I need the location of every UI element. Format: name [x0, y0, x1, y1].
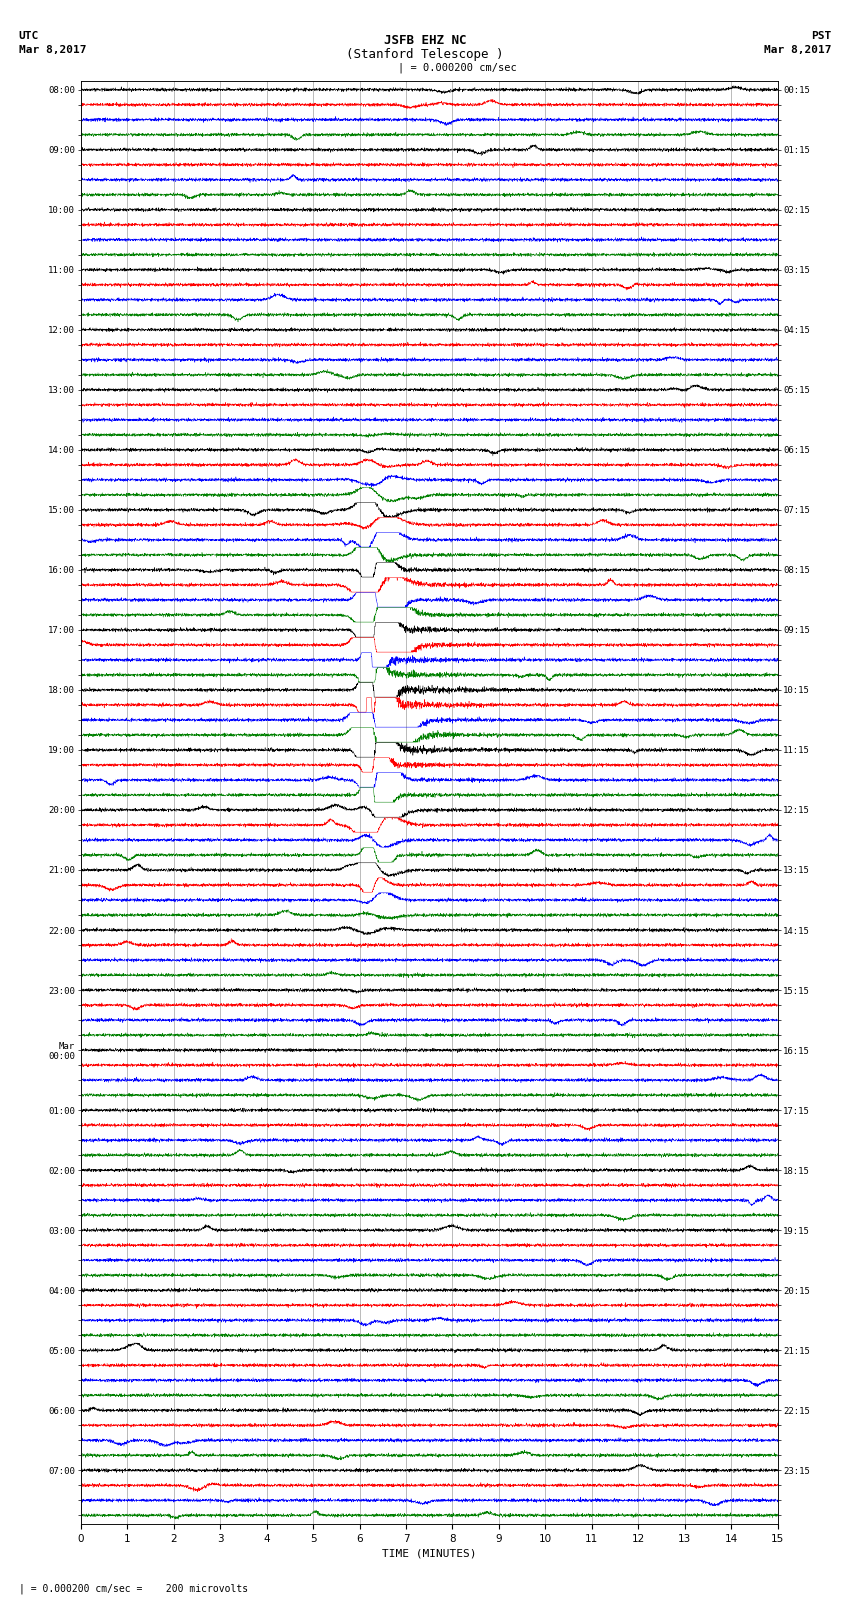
Text: Mar 8,2017: Mar 8,2017 [19, 45, 86, 55]
Text: UTC: UTC [19, 31, 39, 40]
X-axis label: TIME (MINUTES): TIME (MINUTES) [382, 1548, 477, 1558]
Text: JSFB EHZ NC: JSFB EHZ NC [383, 34, 467, 47]
Text: (Stanford Telescope ): (Stanford Telescope ) [346, 48, 504, 61]
Text: Mar 8,2017: Mar 8,2017 [764, 45, 831, 55]
Text: | = 0.000200 cm/sec =    200 microvolts: | = 0.000200 cm/sec = 200 microvolts [19, 1582, 248, 1594]
Text: | = 0.000200 cm/sec: | = 0.000200 cm/sec [398, 63, 517, 74]
Text: PST: PST [811, 31, 831, 40]
